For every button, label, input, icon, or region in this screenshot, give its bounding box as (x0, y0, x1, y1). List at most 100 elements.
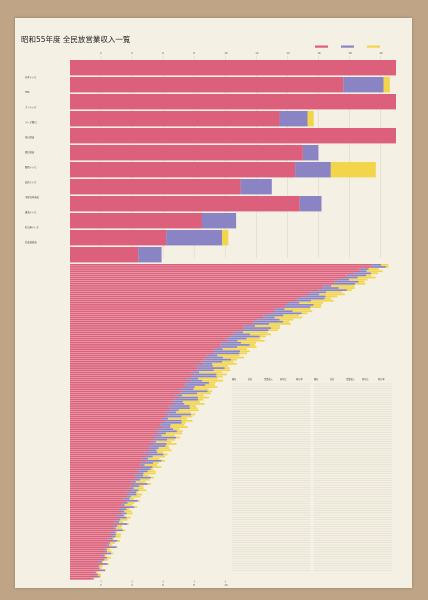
bar-segment (163, 426, 171, 428)
bar-segment (205, 384, 215, 386)
bottom-tick-label: 10 (224, 583, 228, 587)
x-tick-label: 2 (100, 51, 102, 55)
bar-segment (140, 478, 150, 481)
bar-segment (133, 474, 144, 477)
bar-segment (115, 527, 122, 530)
bar-segment (70, 440, 151, 443)
bar-segment (311, 299, 334, 302)
bar-segment (127, 495, 131, 498)
bar-segment (113, 527, 116, 530)
bar-segment (70, 453, 149, 456)
bar-segment (70, 424, 161, 426)
bar-segment (271, 327, 281, 329)
bar-segment (119, 521, 123, 523)
bar-segment (70, 352, 213, 355)
bar-segment (223, 356, 245, 359)
bar-segment (70, 392, 181, 395)
bar-segment (70, 451, 145, 454)
bar-segment (70, 145, 303, 161)
bar-segment (70, 508, 119, 511)
bar-segment (70, 539, 113, 542)
bar-segment (70, 356, 211, 359)
row-labels: 日本テレビ TBS フジテレビテレビ朝日毎日放送朝日放送関西テレビ読売テレビ中部日本… (25, 75, 39, 244)
bar-segment (70, 563, 104, 565)
bar-segment (70, 394, 175, 397)
bar-segment (150, 440, 156, 443)
bar-segment (359, 268, 369, 270)
bar-segment (70, 287, 323, 289)
bar-segment (237, 339, 265, 342)
bar-segment (310, 306, 322, 308)
bar-segment (70, 415, 166, 418)
bar-segment (153, 462, 159, 464)
bar-segment (109, 531, 116, 534)
bar-segment (239, 352, 248, 355)
bar-segment (70, 348, 214, 350)
bar-segment (122, 512, 127, 515)
bar-segment (98, 561, 103, 563)
bar-segment (70, 285, 324, 287)
legend-swatch (341, 45, 354, 48)
bar-segment (70, 533, 114, 536)
bar-segment (370, 266, 386, 268)
bar-segment (70, 230, 167, 246)
bar-segment (168, 413, 192, 416)
bar-segment (166, 419, 182, 422)
bar-segment (253, 322, 270, 325)
bar-segment (209, 381, 216, 384)
bar-segment (135, 480, 146, 483)
bar-segment (157, 436, 177, 439)
bar-segment (121, 504, 125, 506)
bar-segment (301, 312, 308, 315)
row-label: 関西テレビ (25, 165, 37, 169)
bar-segment (70, 434, 153, 437)
bar-segment (122, 502, 128, 504)
bar-segment (170, 409, 179, 412)
bar-segment (70, 128, 396, 144)
bar-segment (310, 293, 320, 296)
bar-segment (319, 293, 345, 296)
bar-segment (70, 179, 241, 195)
bar-segment (318, 289, 347, 292)
bar-segment (70, 489, 133, 492)
bar-segment (70, 379, 192, 382)
bar-segment (343, 77, 384, 93)
bar-segment (181, 422, 186, 424)
bar-segment (279, 111, 308, 127)
bar-segment (100, 554, 105, 557)
bar-segment (126, 516, 131, 519)
bar-segment (155, 440, 172, 443)
bar-segment (102, 558, 105, 561)
bar-segment (148, 453, 164, 456)
bar-segment (70, 459, 147, 462)
bar-segment (152, 455, 166, 458)
bar-segment (146, 455, 153, 458)
bar-segment (70, 487, 130, 490)
bar-segment (70, 447, 150, 450)
revenue-chart: 昭和55年度 全民放営業収入一覧 2 4 6 8 10 12 14 16 18 20 日本テレビ T… (21, 34, 396, 587)
bar-segment (334, 282, 356, 285)
bottom-tick-label: 4 (131, 583, 133, 587)
bar-segment (70, 312, 271, 315)
bar-segment (99, 575, 102, 578)
x-axis-ticks: 2 4 6 8 10 12 14 16 18 20 (100, 51, 383, 55)
bar-segment (197, 367, 225, 369)
bar-segment (302, 145, 319, 161)
bar-segment (70, 264, 373, 266)
row-label: 毎日放送 (25, 135, 35, 139)
bar-segment (70, 411, 165, 414)
bar-segment (355, 282, 366, 285)
row-label: TBS (25, 91, 30, 94)
bar-segment (94, 571, 97, 574)
bar-segment (106, 548, 110, 551)
bar-segment (129, 485, 140, 487)
bar-segment (122, 529, 126, 532)
row-label: 読売テレビ (25, 180, 37, 184)
bar-segment (198, 398, 204, 401)
bar-segment (70, 527, 114, 530)
bar-segment (150, 468, 153, 471)
row-label: フジテレビ (25, 105, 37, 109)
bar-segment (113, 525, 118, 527)
bar-segment (70, 422, 161, 424)
bar-segment (366, 274, 372, 277)
